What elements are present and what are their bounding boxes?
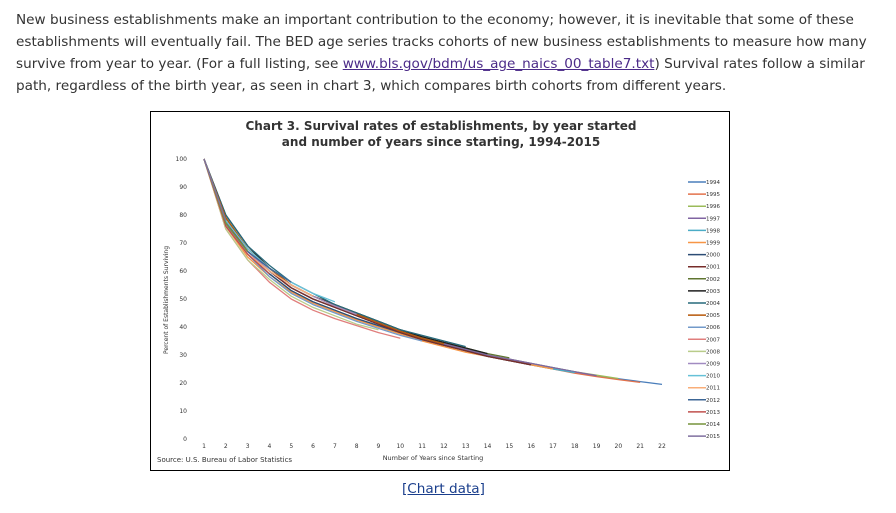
legend-label-2008: 2008 <box>706 349 720 355</box>
legend-label-2005: 2005 <box>706 313 720 319</box>
intro-paragraph: New business establishments make an impo… <box>16 9 882 97</box>
x-tick-label: 21 <box>636 443 644 450</box>
x-tick-label: 9 <box>377 443 381 450</box>
plot-area <box>203 158 663 386</box>
legend-label-2014: 2014 <box>706 422 720 428</box>
legend-label-2013: 2013 <box>706 410 720 416</box>
y-tick-label: 80 <box>179 212 187 219</box>
x-axis: 1 2 3 4 5 6 7 8 9 10 11 12 13 14 15 16 17 18 19 20 21 22 <box>202 443 666 450</box>
survival-chart: Chart 3. Survival rates of establishment… <box>157 119 720 464</box>
legend-label-1997: 1997 <box>706 216 720 222</box>
x-tick-label: 20 <box>615 443 623 450</box>
chart-frame: Chart 3. Survival rates of establishment… <box>150 111 730 471</box>
x-tick-label: 8 <box>355 443 359 450</box>
legend: 1994 1995 1996 1997 1998 1999 2000 2001 2002 2003… <box>688 180 720 440</box>
series-line-2012 <box>203 158 292 283</box>
legend-label-1995: 1995 <box>706 192 720 198</box>
y-tick-label: 10 <box>179 408 187 415</box>
chart-data-link[interactable]: [Chart data] <box>402 481 485 497</box>
legend-label-2003: 2003 <box>706 289 720 295</box>
x-tick-label: 3 <box>246 443 250 450</box>
intro-text-after-link: ) Survival rates follow a similar path, … <box>16 56 865 94</box>
x-tick-label: 15 <box>506 443 514 450</box>
x-tick-label: 17 <box>549 443 557 450</box>
y-axis-label: Percent of Establishments Surviving <box>163 246 170 354</box>
x-tick-label: 13 <box>462 443 470 450</box>
y-tick-label: 50 <box>179 296 187 303</box>
y-tick-label: 90 <box>179 184 187 191</box>
legend-label-2015: 2015 <box>706 434 720 440</box>
legend-label-2000: 2000 <box>706 253 720 259</box>
legend-label-2002: 2002 <box>706 277 720 283</box>
y-tick-label: 100 <box>176 156 188 163</box>
y-tick-label: 40 <box>179 324 187 331</box>
bls-table-link[interactable]: www.bls.gov/bdm/us_age_naics_00_table7.t… <box>342 56 655 72</box>
intro-text-before-link: New business establishments make an impo… <box>16 12 867 72</box>
x-tick-label: 1 <box>202 443 206 450</box>
y-axis: 0 10 20 30 40 50 60 70 80 90 100 <box>176 156 188 443</box>
series-line-2004 <box>203 158 466 348</box>
y-tick-label: 70 <box>179 240 187 247</box>
x-tick-label: 18 <box>571 443 579 450</box>
series-line-2008 <box>203 158 379 331</box>
series-line-2006 <box>203 158 423 342</box>
y-tick-label: 0 <box>183 436 187 443</box>
chart-source: Source: U.S. Bureau of Labor Statistics <box>157 456 292 464</box>
chart-title-line1: Chart 3. Survival rates of establishment… <box>246 119 637 133</box>
legend-label-2001: 2001 <box>706 265 720 271</box>
x-tick-label: 22 <box>658 443 666 450</box>
x-tick-label: 2 <box>224 443 228 450</box>
series-line-2011 <box>203 158 314 297</box>
legend-label-2010: 2010 <box>706 374 720 380</box>
x-tick-label: 6 <box>311 443 315 450</box>
legend-label-1996: 1996 <box>706 204 720 210</box>
x-tick-label: 7 <box>333 443 337 450</box>
series-line-2005 <box>203 158 445 345</box>
chart-title-line2: and number of years since starting, 1994… <box>282 135 600 149</box>
legend-label-1999: 1999 <box>706 241 720 247</box>
x-tick-label: 19 <box>593 443 601 450</box>
x-tick-label: 12 <box>440 443 448 450</box>
legend-label-2011: 2011 <box>706 386 720 392</box>
y-tick-label: 20 <box>179 380 187 387</box>
y-tick-label: 30 <box>179 352 187 359</box>
legend-label-2012: 2012 <box>706 398 720 404</box>
legend-label-2009: 2009 <box>706 362 720 368</box>
x-tick-label: 4 <box>268 443 272 450</box>
x-tick-label: 10 <box>396 443 404 450</box>
x-tick-label: 5 <box>289 443 293 450</box>
series-line-1994 <box>203 158 663 386</box>
legend-label-1994: 1994 <box>706 180 720 186</box>
legend-label-2006: 2006 <box>706 325 720 331</box>
y-tick-label: 60 <box>179 268 187 275</box>
series-line-2007 <box>203 158 401 339</box>
legend-label-2007: 2007 <box>706 337 720 343</box>
legend-label-1998: 1998 <box>706 228 720 234</box>
legend-label-2004: 2004 <box>706 301 720 307</box>
x-tick-label: 14 <box>484 443 492 450</box>
series-line-2010 <box>203 158 336 303</box>
x-tick-label: 16 <box>527 443 535 450</box>
x-axis-label: Number of Years since Starting <box>383 454 484 462</box>
x-tick-label: 11 <box>418 443 426 450</box>
series-line-2015 <box>203 158 227 221</box>
